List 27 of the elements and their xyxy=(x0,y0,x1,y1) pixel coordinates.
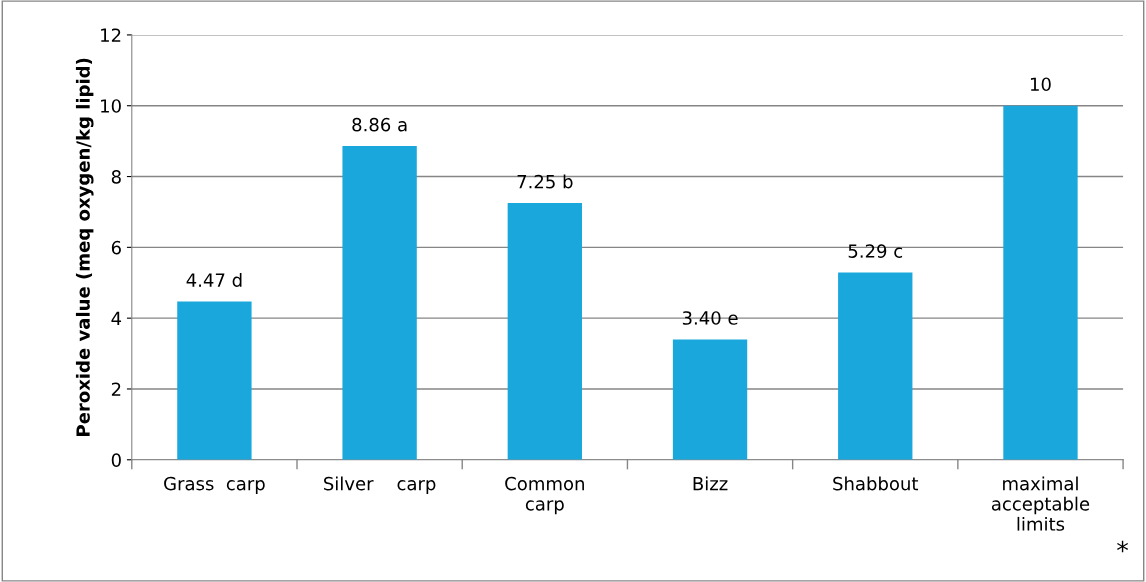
y-tick-label: 8 xyxy=(111,170,121,184)
bar xyxy=(1003,105,1078,460)
bar xyxy=(838,272,913,460)
y-tick-label: 2 xyxy=(111,382,121,396)
x-tick-label: Silver carp xyxy=(324,476,436,494)
x-tick-label: maximal acceptable limits xyxy=(991,476,1090,531)
data-label: 8.86 a xyxy=(352,117,407,132)
bar xyxy=(177,301,252,460)
text: * xyxy=(1117,540,1129,553)
x-tick-label: Shabbout xyxy=(833,476,919,491)
bar xyxy=(342,146,417,460)
bar xyxy=(507,203,582,460)
y-tick-label: 0 xyxy=(111,453,121,467)
x-tick-label: Grass carp xyxy=(164,476,265,494)
data-label: 4.47 d xyxy=(186,272,242,287)
data-label: 10 xyxy=(1030,77,1051,92)
data-label: 3.40 e xyxy=(682,311,738,325)
y-tick-label: 6 xyxy=(111,240,121,255)
data-label: 5.29 c xyxy=(848,244,903,258)
x-tick-label: Bizz xyxy=(693,476,728,491)
y-tick-label: 12 xyxy=(101,28,121,42)
data-label: 7.25 b xyxy=(517,174,573,189)
y-axis-title: Peroxide value (meq oxygen/kg lipid) xyxy=(75,58,94,436)
bar xyxy=(672,339,748,460)
x-tick-label: Common carp xyxy=(505,476,584,515)
y-tick-label: 4 xyxy=(111,311,122,326)
y-tick-label: 10 xyxy=(101,99,121,113)
